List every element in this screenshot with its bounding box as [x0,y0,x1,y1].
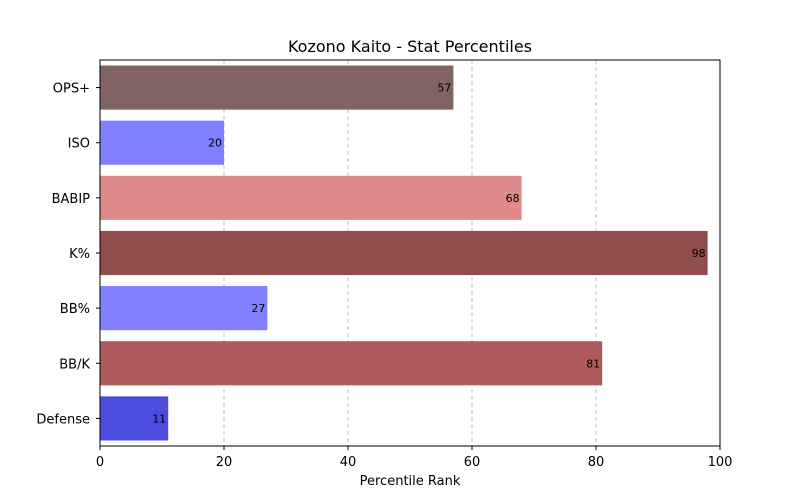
bar-value-label: 20 [208,137,222,150]
bar [100,230,708,276]
bar-layer: 57 20 68 98 27 81 11 [100,65,708,441]
axis-layer: 0 20 40 60 80 100 OPS+ ISO BABIP K% BB% BB/K Defense [36,82,732,470]
y-tick-label: OPS+ [53,82,90,97]
y-tick-label: BABIP [52,192,91,207]
x-tick-label: 0 [96,455,104,470]
bar-value-label: 81 [586,357,600,370]
bar-value-label: 57 [437,82,451,95]
y-tick-label: BB% [60,302,90,317]
y-tick-label: Defense [36,412,90,427]
bar-value-label: 98 [692,247,706,260]
bar [100,286,268,331]
bar-value-label: 68 [506,192,520,205]
bar [100,120,224,165]
y-tick-label: K% [69,247,90,262]
bar [100,396,169,441]
x-tick-label: 40 [340,455,357,470]
x-tick-label: 60 [464,455,481,470]
bar [100,65,454,110]
bar-value-label: 27 [251,302,265,315]
chart-title: Kozono Kaito - Stat Percentiles [288,37,532,56]
y-tick-label: ISO [68,137,90,152]
bar [100,341,603,386]
x-axis-label: Percentile Rank [360,474,461,489]
x-tick-label: 80 [588,455,605,470]
bar [100,175,522,220]
y-tick-label: BB/K [59,357,90,372]
x-tick-label: 100 [708,455,733,470]
bar-value-label: 11 [152,412,166,425]
x-tick-label: 20 [216,455,233,470]
